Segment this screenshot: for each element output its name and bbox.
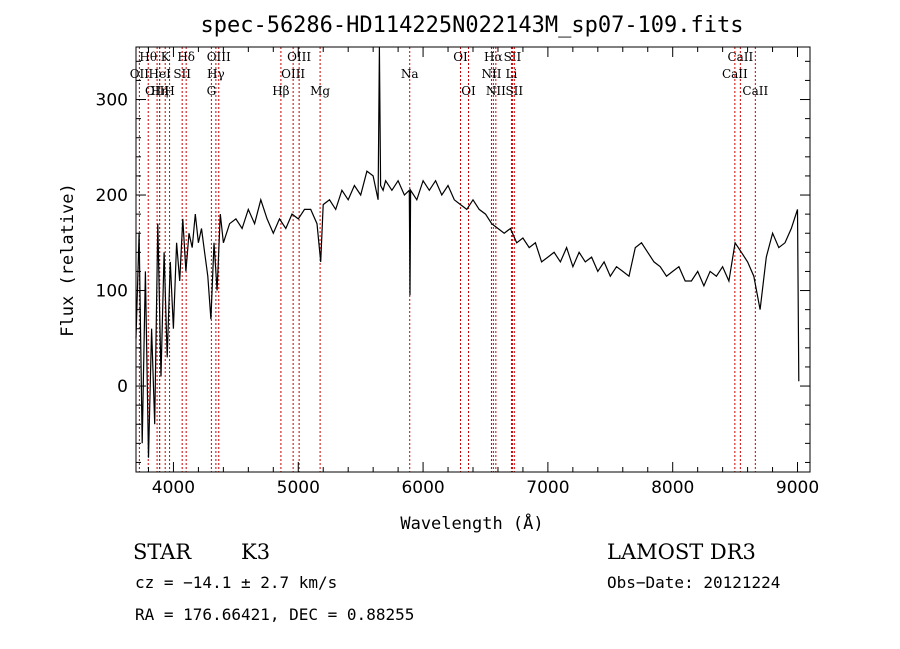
spectral-line-label: OIII [207, 50, 231, 64]
x-tick-label: 4000 [152, 478, 195, 498]
redshift-text: cz = −14.1 ± 2.7 km/s [135, 573, 337, 592]
spectral-line-label: Na [401, 67, 419, 81]
spectral-line-label: Hβ [272, 84, 289, 98]
obs-date-text: Obs−Date: 20121224 [607, 573, 780, 592]
spectral-line-label: OI [453, 50, 468, 64]
y-axis-label: Flux (relative) [58, 183, 78, 337]
x-tick-label: 9000 [776, 478, 819, 498]
coordinates-text: RA = 176.66421, DEC = 0.88255 [135, 605, 414, 624]
spectral-line-label: Hα [484, 50, 503, 64]
object-subclass: K3 [241, 540, 270, 564]
spectral-line-label: NII [481, 67, 501, 81]
spectral-line-label: OIII [287, 50, 311, 64]
y-tick-label: 100 [96, 282, 128, 302]
spectrum-line [135, 46, 800, 458]
y-tick-label: 0 [117, 377, 128, 397]
spectral-line-label: OI [461, 84, 476, 98]
spectral-line-label: CaII [727, 50, 753, 64]
x-tick-label: 6000 [401, 478, 444, 498]
spectral-line-label: Li [506, 67, 518, 81]
spectral-line-label: OIII [145, 84, 169, 98]
spectral-line-label: HeI [149, 67, 172, 81]
spectral-line-label: Hδ [177, 50, 195, 64]
spectral-line-label: SII [173, 67, 191, 81]
x-tick-label: 7000 [526, 478, 569, 498]
spectral-line-label: CaII [742, 84, 768, 98]
spectral-line-label: Hγ [207, 67, 225, 81]
spectral-line-label: Mg [310, 84, 330, 98]
spectral-line-label: G [207, 84, 217, 98]
x-tick-label: 5000 [277, 478, 320, 498]
survey-label: LAMOST DR3 [607, 540, 756, 564]
plot-frame [135, 46, 811, 473]
x-tick-label: 8000 [651, 478, 694, 498]
spectral-line-label: OII [130, 67, 150, 81]
y-tick-label: 200 [96, 186, 128, 206]
spectral-line-label: SII [505, 84, 523, 98]
spectral-line-label: H [164, 84, 174, 98]
y-tick-label: 300 [96, 91, 128, 111]
object-class: STAR [133, 540, 192, 564]
spectral-line-label: K [161, 50, 171, 64]
spectral-line-label: SII [504, 50, 522, 64]
axes: 4000 5000 6000 7000 8000 9000 0 100 200 300 [96, 47, 819, 498]
x-axis-label: Wavelength (Å) [400, 512, 543, 534]
chart-title: spec-56286-HD114225N022143M_sp07-109.fit… [200, 13, 743, 38]
spectral-line-label: Hθ [139, 50, 157, 64]
spectral-line-label: NII [486, 84, 506, 98]
spectral-line-label: CaII [722, 67, 748, 81]
spectral-line-label: OIII [281, 67, 305, 81]
